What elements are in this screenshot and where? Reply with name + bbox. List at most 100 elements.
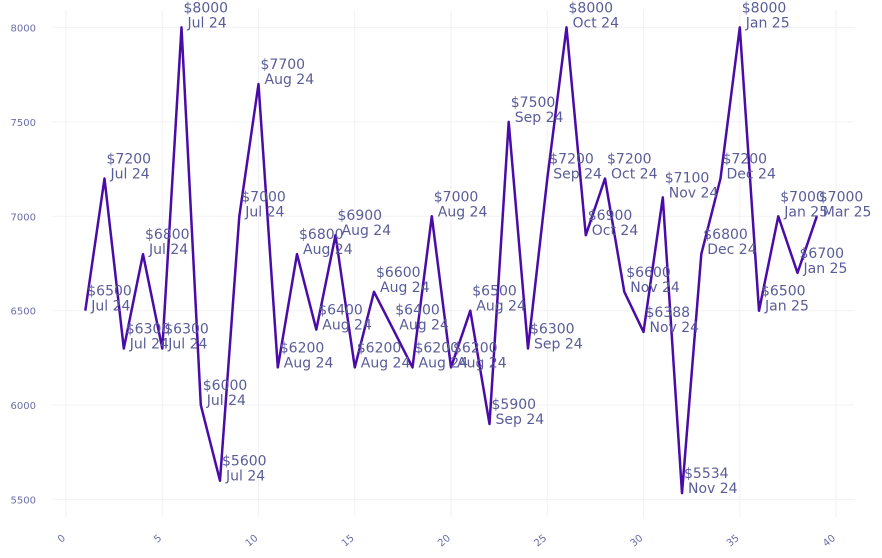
point-value-label: $6200 — [415, 340, 460, 356]
point-label: $5600 Jul 24 — [222, 454, 267, 485]
point-date-label: Jul 24 — [90, 299, 130, 315]
point-value-label: $6400 — [318, 303, 363, 319]
point-date-label: Aug 24 — [457, 355, 507, 371]
point-date-label: Aug 24 — [380, 280, 430, 296]
x-tick-label: 5 — [152, 533, 164, 546]
point-date-label: Aug 24 — [399, 318, 449, 334]
point-value-label: $6200 — [453, 340, 498, 356]
x-tick-label: 40 — [821, 533, 838, 550]
point-label: $6700 Jan 25 — [800, 246, 848, 277]
point-value-label: $6800 — [703, 227, 748, 243]
point-label: $6300 Jul 24 — [164, 321, 209, 352]
point-value-label: $5600 — [222, 454, 267, 470]
point-label: $6200 Aug 24 — [357, 340, 411, 371]
point-date-label: Dec 24 — [707, 242, 756, 258]
point-value-label: $5534 — [684, 466, 729, 482]
series-line — [84, 26, 818, 495]
point-date-label: Dec 24 — [727, 167, 776, 183]
point-value-label: $7000 — [241, 189, 286, 205]
point-label: $7200 Jul 24 — [107, 152, 152, 183]
point-value-label: $8000 — [569, 0, 614, 16]
point-value-label: $6600 — [376, 265, 421, 281]
x-tick-label: 20 — [436, 533, 453, 550]
point-value-label: $6500 — [472, 284, 517, 300]
x-tick-label: 15 — [340, 533, 357, 550]
point-value-label: $6200 — [280, 340, 325, 356]
point-label: $7000 Jan 25 — [780, 189, 828, 220]
point-value-label: $6700 — [800, 246, 845, 262]
y-tick-label: 6500 — [11, 307, 36, 318]
point-label: $7700 Aug 24 — [261, 57, 315, 88]
point-label: $7000 Mar 25 — [819, 189, 872, 220]
point-date-label: Jul 24 — [206, 393, 246, 409]
point-label: $8000 Jan 25 — [742, 0, 790, 31]
point-value-label: $6600 — [626, 265, 671, 281]
point-date-label: Nov 24 — [669, 185, 719, 201]
point-date-label: Oct 24 — [611, 167, 658, 183]
point-date-label: Jul 24 — [148, 242, 188, 258]
point-value-label: $6800 — [145, 227, 190, 243]
point-date-label: Aug 24 — [284, 355, 334, 371]
point-value-label: $7200 — [723, 152, 768, 168]
point-value-label: $6900 — [588, 208, 633, 224]
point-label: $6900 Oct 24 — [588, 208, 639, 239]
point-date-label: Oct 24 — [592, 223, 639, 239]
point-value-label: $6800 — [299, 227, 344, 243]
point-label: $7500 Sep 24 — [511, 95, 564, 126]
point-date-label: Jan 25 — [764, 299, 809, 315]
point-label: $6388 Nov 24 — [646, 305, 700, 336]
point-date-label: Mar 25 — [823, 204, 872, 220]
point-date-label: Nov 24 — [650, 320, 700, 336]
point-value-label: $6300 — [164, 321, 209, 337]
point-value-label: $7100 — [665, 170, 710, 186]
point-label: $6600 Nov 24 — [626, 265, 680, 296]
point-date-label: Sep 24 — [553, 167, 602, 183]
data-labels: $6500 Jul 24$7200 Jul 24$6300 Jul 24$6800 Ju… — [87, 0, 871, 497]
point-label: $6400 Aug 24 — [318, 303, 372, 334]
point-label: $6500 Jul 24 — [87, 284, 132, 315]
point-value-label: $6900 — [338, 208, 383, 224]
x-tick-label: 35 — [725, 533, 742, 550]
x-tick-label: 10 — [244, 533, 261, 550]
series — [84, 26, 818, 495]
point-date-label: Nov 24 — [630, 280, 680, 296]
point-date-label: Aug 24 — [265, 72, 315, 88]
point-date-label: Aug 24 — [303, 242, 353, 258]
point-value-label: $7000 — [819, 189, 864, 205]
point-value-label: $6000 — [203, 378, 248, 394]
point-value-label: $7700 — [261, 57, 306, 73]
point-label: $7200 Dec 24 — [723, 152, 776, 183]
point-date-label: Jul 24 — [225, 469, 265, 485]
point-date-label: Aug 24 — [419, 355, 469, 371]
point-date-label: Jul 24 — [110, 167, 150, 183]
point-date-label: Sep 24 — [496, 412, 545, 428]
point-label: $7200 Oct 24 — [607, 152, 658, 183]
y-tick-label: 5500 — [11, 496, 36, 507]
point-label: $7000 Aug 24 — [434, 189, 488, 220]
point-value-label: $6500 — [87, 284, 132, 300]
y-tick-label: 7500 — [11, 118, 36, 129]
point-date-label: Jul 24 — [129, 336, 169, 352]
point-label: $6800 Aug 24 — [299, 227, 353, 258]
point-label: $6200 Aug 24 — [280, 340, 334, 371]
point-value-label: $7000 — [434, 189, 479, 205]
point-date-label: Jan 25 — [783, 204, 828, 220]
point-date-label: Aug 24 — [438, 204, 488, 220]
point-label: $7100 Nov 24 — [665, 170, 719, 201]
point-date-label: Jul 24 — [187, 15, 227, 31]
point-value-label: $6300 — [530, 321, 575, 337]
point-label: $8000 Jul 24 — [184, 0, 229, 31]
point-date-label: Aug 24 — [476, 299, 526, 315]
point-date-label: Jan 25 — [745, 15, 790, 31]
point-value-label: $6388 — [646, 305, 691, 321]
point-value-label: $7200 — [607, 152, 652, 168]
x-tick-label: 30 — [629, 533, 646, 550]
point-value-label: $7500 — [511, 95, 556, 111]
point-label: $7000 Jul 24 — [241, 189, 286, 220]
point-label: $6800 Jul 24 — [145, 227, 190, 258]
point-label: $6600 Aug 24 — [376, 265, 430, 296]
grid — [52, 10, 854, 517]
point-value-label: $8000 — [742, 0, 787, 16]
point-label: $8000 Oct 24 — [569, 0, 620, 31]
point-date-label: Sep 24 — [515, 110, 564, 126]
